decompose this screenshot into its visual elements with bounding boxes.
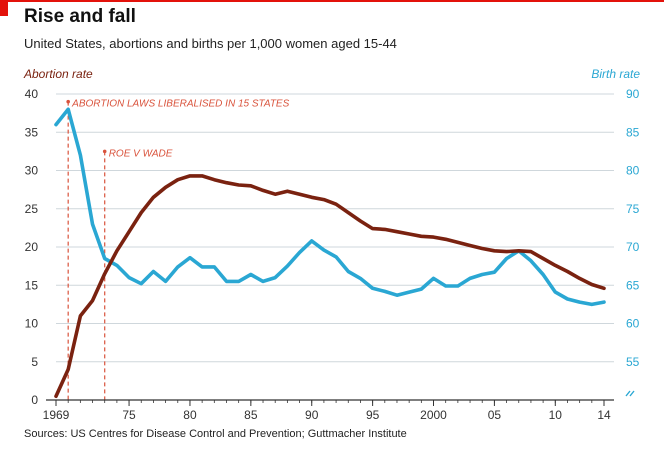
x-tick-label: 75	[122, 408, 136, 422]
y-left-tick-label: 35	[25, 125, 39, 139]
axis-break-icon	[625, 390, 635, 397]
annotation-labels: ABORTION LAWS LIBERALISED IN 15 STATES RO…	[71, 99, 289, 160]
x-tick-label: 95	[366, 408, 380, 422]
y-right-tick-label: 70	[626, 240, 640, 254]
chart-source: Sources: US Centres for Disease Control …	[24, 428, 407, 440]
y-left-tick-label: 40	[25, 87, 39, 101]
annotation-label: ROE V WADE	[109, 148, 173, 159]
abortion-rate-line	[54, 174, 606, 399]
gridlines	[56, 93, 614, 363]
y-right-tick-label: 55	[626, 355, 640, 369]
x-tick-label: 90	[305, 408, 319, 422]
annotation-dot	[66, 99, 70, 104]
annotation-dot	[102, 149, 107, 154]
chart-subtitle: United States, abortions and births per …	[24, 36, 397, 51]
chart-title: Rise and fall	[24, 6, 136, 27]
y-right-tick-label: 80	[626, 164, 640, 178]
y-right-tick-label: 60	[626, 317, 640, 331]
y-left-tick-label: 5	[31, 355, 38, 369]
annotation-label: ABORTION LAWS LIBERALISED IN 15 STATES	[71, 99, 289, 110]
top-rule	[0, 0, 664, 2]
x-tick-label: 80	[183, 408, 197, 422]
x-tick-label: 10	[549, 408, 563, 422]
x-tick-label: 2000	[420, 408, 447, 422]
x-tick-label: 1969	[43, 408, 70, 422]
axes: 05101520253035405560657075808590Abortion…	[23, 67, 640, 422]
y-left-tick-label: 15	[25, 278, 39, 292]
annotation-lines	[66, 99, 107, 400]
y-left-tick-label: 20	[25, 240, 39, 254]
x-tick-label: 85	[244, 408, 258, 422]
x-tick-label: 14	[597, 408, 611, 422]
y-left-tick-label: 30	[25, 164, 39, 178]
birth-rate-line	[54, 107, 606, 307]
y-right-tick-label: 75	[626, 202, 640, 216]
y-right-tick-label: 65	[626, 278, 640, 292]
series-lines	[54, 107, 606, 399]
y-left-tick-label: 25	[25, 202, 39, 216]
y-left-tick-label: 0	[31, 393, 38, 407]
x-tick-label: 05	[488, 408, 502, 422]
brand-red-tag	[0, 0, 8, 16]
y-right-tick-label: 90	[626, 87, 640, 101]
y-right-tick-label: 85	[626, 125, 640, 139]
y-left-axis-label: Abortion rate	[23, 67, 93, 81]
y-left-tick-label: 10	[25, 317, 39, 331]
y-right-axis-label: Birth rate	[591, 67, 640, 81]
